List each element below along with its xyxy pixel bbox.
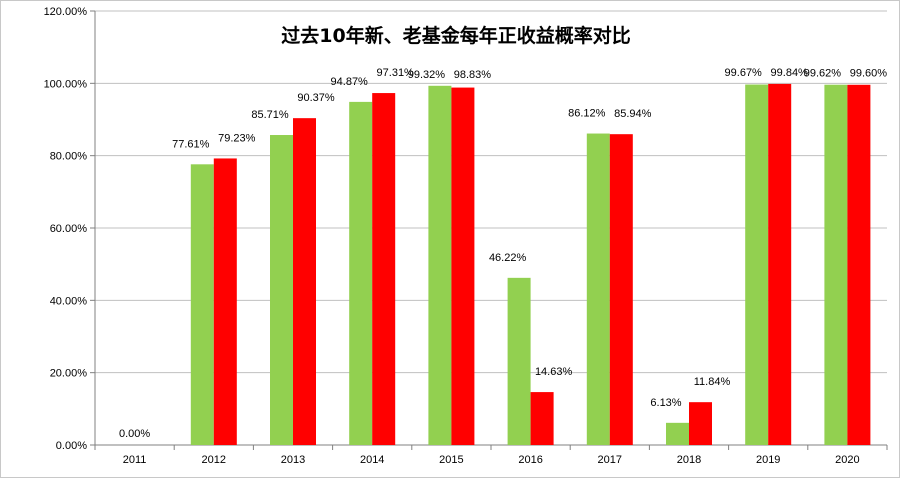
data-label: 11.84% (694, 376, 731, 388)
data-label: 99.67% (725, 67, 763, 79)
bar (451, 87, 475, 446)
x-tick-label: 2014 (360, 454, 384, 466)
data-label: 98.83% (454, 69, 492, 81)
x-tick-label: 2019 (756, 454, 780, 466)
x-tick-label: 2012 (202, 454, 226, 466)
bar (270, 135, 293, 445)
bar (349, 101, 373, 445)
bar (372, 93, 396, 445)
y-tick-label: 0.00% (56, 440, 87, 452)
bar (689, 402, 712, 445)
data-label: 85.94% (614, 108, 652, 120)
bars (190, 83, 871, 446)
bar (213, 158, 237, 445)
bar (530, 392, 554, 445)
data-label: 46.22% (489, 252, 527, 264)
x-tick-label: 2017 (598, 454, 622, 466)
x-tick-label: 2018 (677, 454, 701, 466)
x-tick-label: 2020 (835, 454, 859, 466)
x-tick-label: 2016 (518, 454, 542, 466)
y-tick-label: 60.00% (50, 223, 88, 235)
bar (745, 84, 769, 446)
data-label: 86.12% (568, 108, 606, 120)
bar (293, 118, 316, 445)
bar (847, 84, 871, 445)
bar (666, 422, 689, 445)
bar (428, 85, 452, 445)
data-label: 94.87% (331, 76, 369, 88)
y-axis-ticks: 0.00% 20.00% 40.00% 60.00% 80.00% 100.00% 120.… (44, 6, 95, 452)
x-tick-label: 2015 (439, 454, 463, 466)
y-tick-label: 80.00% (50, 151, 88, 163)
data-label: 77.61% (172, 138, 210, 150)
data-label: 0.00% (119, 428, 150, 440)
data-label: 90.37% (297, 92, 335, 104)
x-axis-ticks: 2011 2012 2013 2014 2015 2016 2017 2018 2019 2020 (94, 445, 888, 466)
y-tick-label: 100.00% (44, 78, 88, 90)
data-label: 99.62% (804, 68, 842, 80)
y-tick-label: 40.00% (50, 295, 88, 307)
data-label: 97.31% (377, 67, 415, 79)
data-label: 14.63% (535, 366, 573, 378)
x-tick-label: 2011 (123, 454, 147, 466)
data-label: 99.84% (771, 67, 809, 79)
y-tick-label: 20.00% (50, 368, 88, 380)
data-labels: 0.00% 77.61% 79.23% 85.71% 90.37% 94.87% 97.31… (119, 67, 887, 440)
data-label: 79.23% (218, 132, 256, 144)
data-label: 99.32% (408, 69, 446, 81)
bar (190, 164, 214, 446)
data-label: 85.71% (251, 109, 289, 121)
bar (586, 133, 610, 446)
bar (768, 83, 792, 446)
y-tick-label: 120.00% (44, 6, 88, 18)
x-tick-label: 2013 (281, 454, 305, 466)
chart-title: 过去10年新、老基金每年正收益概率对比 (281, 24, 630, 47)
bar (507, 277, 531, 445)
data-label: 6.13% (650, 397, 681, 409)
bar (824, 84, 848, 445)
bar (609, 134, 633, 446)
data-label: 99.60% (850, 68, 888, 80)
